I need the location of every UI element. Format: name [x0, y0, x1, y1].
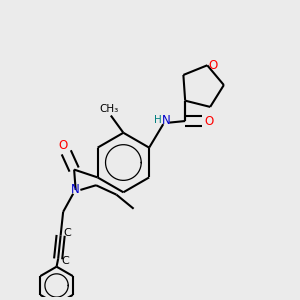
- Text: N: N: [71, 183, 80, 196]
- Text: H: H: [154, 116, 161, 125]
- Text: O: O: [58, 139, 67, 152]
- Text: CH₃: CH₃: [100, 104, 119, 114]
- Text: O: O: [205, 115, 214, 128]
- Text: C: C: [64, 228, 71, 238]
- Text: N: N: [162, 114, 171, 127]
- Text: C: C: [61, 256, 69, 266]
- Text: O: O: [208, 59, 218, 72]
